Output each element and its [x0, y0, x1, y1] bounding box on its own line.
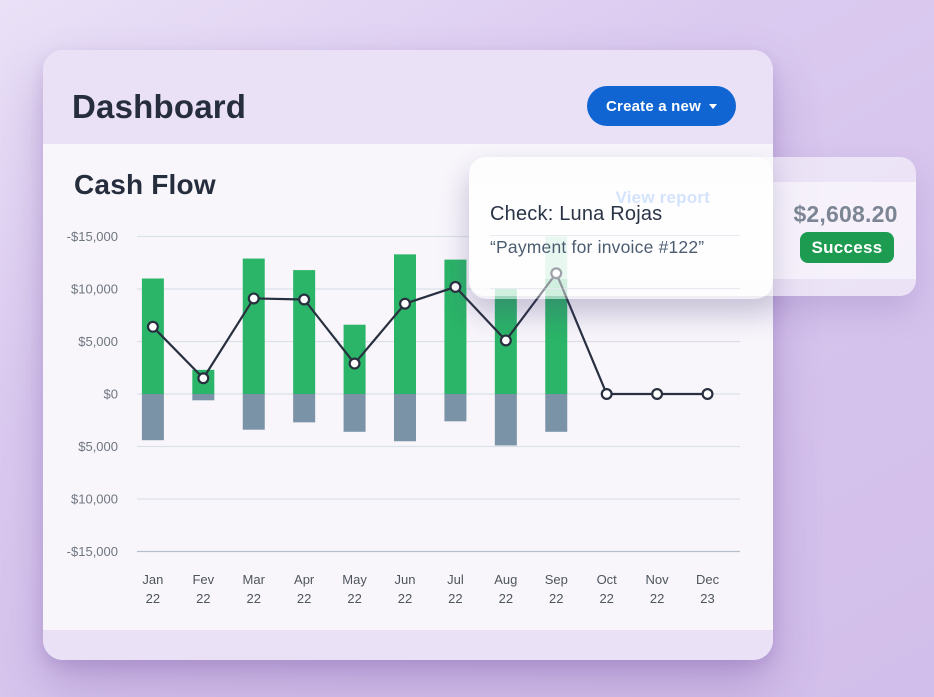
x-axis-month-label: Dec	[696, 572, 720, 587]
create-new-button[interactable]: Create a new	[587, 86, 736, 126]
y-axis-label: $10,000	[71, 492, 118, 507]
net-line-marker	[499, 334, 512, 347]
create-new-label: Create a new	[606, 97, 701, 115]
x-axis-month-label: Sep	[545, 572, 568, 587]
y-axis-label: $0	[104, 387, 118, 402]
y-axis-label: $5,000	[78, 439, 118, 454]
chevron-down-icon	[708, 103, 717, 109]
x-axis-month-label: Nov	[646, 572, 670, 587]
net-line-marker	[701, 388, 714, 401]
x-axis-year-label: 22	[499, 591, 513, 606]
x-axis-month-label: Aug	[494, 572, 517, 587]
net-line-marker	[298, 293, 311, 306]
bar-money-in	[293, 270, 316, 394]
y-axis-label: -$15,000	[67, 544, 118, 559]
x-axis-year-label: 22	[297, 591, 311, 606]
net-line-marker	[449, 280, 462, 293]
x-axis-year-label: 22	[549, 591, 563, 606]
x-axis-month-label: Jan	[142, 572, 163, 587]
card-header: Dashboard Create a new	[43, 50, 773, 144]
bar-money-in	[394, 254, 416, 394]
y-axis-label: -$15,000	[67, 229, 118, 244]
bar-money-in	[141, 278, 164, 394]
x-axis-year-label: 22	[448, 591, 462, 606]
transaction-amount: $2,608.20	[793, 201, 898, 227]
bar-money-out	[545, 394, 568, 432]
tooltip-subtitle: “Payment for invoice #122”	[490, 237, 705, 257]
bar-money-in	[242, 258, 265, 394]
bar-money-out	[494, 394, 517, 446]
x-axis-month-label: Jun	[395, 572, 416, 587]
bar-money-out	[394, 394, 416, 442]
net-line-marker	[247, 292, 260, 305]
bar-money-out	[192, 394, 215, 401]
bar-series-money-out	[141, 394, 568, 446]
card-footer	[43, 630, 773, 660]
net-line-marker	[399, 297, 412, 310]
y-axis-label: $10,000	[71, 282, 118, 297]
x-axis-month-label: Oct	[597, 572, 618, 587]
net-line-series	[146, 267, 714, 401]
net-line-marker	[197, 372, 210, 385]
page-title: Dashboard	[72, 88, 247, 125]
x-axis-year-label: 22	[650, 591, 664, 606]
x-axis-month-label: May	[342, 572, 367, 587]
net-line	[152, 272, 708, 396]
net-line-marker	[348, 357, 361, 370]
tooltip-divider	[490, 288, 740, 289]
bar-money-out	[343, 394, 366, 432]
chart-y-axis-labels: -$15,000 $10,000 $5,000 $0 $5,000 $10,000 -$15…	[67, 229, 118, 559]
x-axis-year-label: 22	[247, 591, 261, 606]
x-axis-month-label: Fev	[192, 572, 214, 587]
status-badge: Success	[800, 232, 894, 263]
x-axis-month-label: Apr	[294, 572, 315, 587]
x-axis-year-label: 23	[700, 591, 714, 606]
chart-x-axis-labels: Jan 22 Fev 22 Mar 22 Apr 22 May 22 Jun 22 Jul 22 Aug 22…	[142, 572, 719, 606]
x-axis-year-label: 22	[196, 591, 210, 606]
x-axis-year-label: 22	[398, 591, 412, 606]
section-title: Cash Flow	[74, 169, 216, 200]
x-axis-year-label: 22	[599, 591, 613, 606]
bar-money-out	[293, 394, 316, 423]
net-line-marker	[146, 320, 159, 333]
bar-money-out	[242, 394, 265, 430]
bar-money-out	[444, 394, 467, 422]
tooltip-divider	[490, 235, 740, 236]
y-axis-label: $5,000	[78, 334, 118, 349]
x-axis-year-label: 22	[347, 591, 361, 606]
bar-money-out	[141, 394, 164, 441]
net-line-marker	[600, 388, 613, 401]
x-axis-month-label: Jul	[447, 572, 464, 587]
bar-money-in	[444, 259, 467, 394]
x-axis-year-label: 22	[146, 591, 160, 606]
dashboard-card: Dashboard Create a new Cash Flow	[43, 50, 773, 660]
net-line-marker	[651, 388, 664, 401]
tooltip-title: Check: Luna Rojas	[490, 203, 663, 225]
transaction-tooltip: Check: Luna Rojas “Payment for invoice #…	[469, 157, 773, 299]
x-axis-month-label: Mar	[243, 572, 266, 587]
